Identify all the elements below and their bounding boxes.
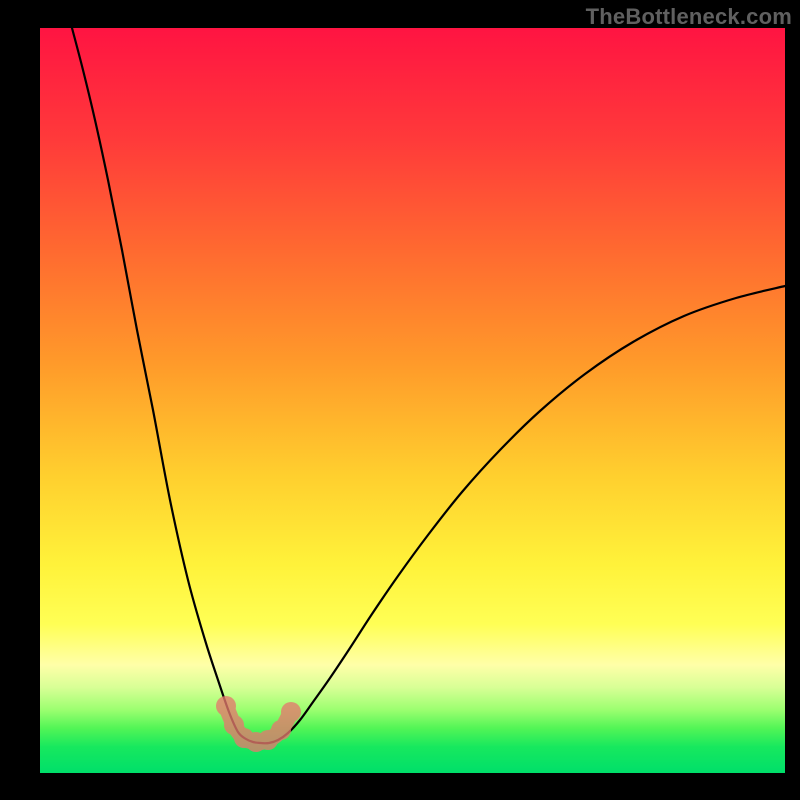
bottleneck-chart: TheBottleneck.com (0, 0, 800, 800)
chart-svg (0, 0, 800, 800)
watermark-text: TheBottleneck.com (586, 4, 792, 30)
